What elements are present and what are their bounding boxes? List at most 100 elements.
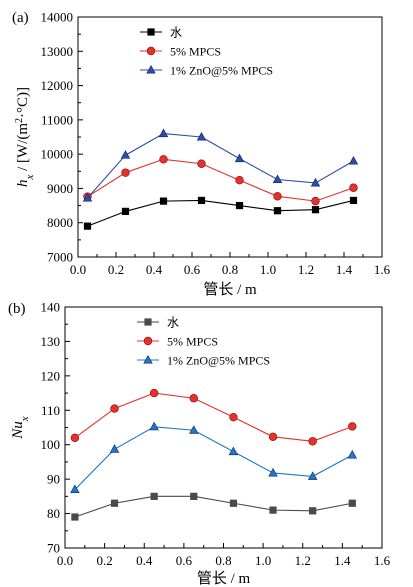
- legend-label: 1% ZnO@5% MPCS: [167, 354, 270, 368]
- data-point: [121, 207, 130, 216]
- data-point: [82, 193, 93, 202]
- data-point: [349, 183, 358, 192]
- x-tick-label: 0.2: [97, 553, 113, 568]
- x-tick-label: 1.6: [374, 553, 391, 568]
- x-tick-label: 1.0: [260, 262, 276, 277]
- y-tick-label: 14000: [41, 10, 74, 25]
- y-axis-title: hx / [W/(m2·°C)]: [14, 87, 37, 187]
- legend-label: 水: [170, 26, 182, 40]
- data-point: [197, 159, 206, 168]
- data-point: [189, 425, 199, 434]
- y-tick-label: 90: [47, 472, 60, 487]
- legend-label: 5% MPCS: [170, 45, 221, 59]
- x-tick-label: 0.4: [136, 553, 153, 568]
- data-point: [229, 499, 238, 507]
- x-axis-title: 管长 / m: [203, 281, 257, 298]
- x-tick-label: 0.4: [146, 262, 163, 277]
- data-point: [235, 201, 244, 210]
- legend-label: 5% MPCS: [167, 335, 218, 349]
- chart-panel-b: 0.0 0.2 0.4 0.6 0.8 1.0 1.2 1.4 1.6 70 80 90 100 110 1…: [8, 300, 391, 587]
- data-point: [268, 432, 278, 441]
- y-axis-title-unit: / [W/(m: [15, 123, 31, 175]
- series-line: [74, 495, 353, 518]
- data-point: [71, 513, 79, 521]
- data-point: [229, 412, 238, 422]
- data-point: [349, 196, 358, 205]
- legend-marker: [147, 28, 155, 36]
- legend-label: 水: [167, 316, 179, 330]
- data-point: [269, 506, 277, 514]
- legend-marker: [143, 336, 153, 346]
- data-point: [272, 174, 283, 184]
- series-line: [87, 199, 354, 227]
- data-point: [309, 507, 317, 515]
- chart-panel-a: 0.0 0.2 0.4 0.6 0.8 1.0 1.2 1.4 1.6 7000 8000 9000 1…: [12, 10, 391, 299]
- plot-frame: [64, 306, 383, 549]
- data-point: [234, 153, 245, 163]
- data-point: [149, 421, 159, 431]
- data-point: [189, 394, 198, 403]
- x-axis-title: 管长 / m: [197, 570, 251, 587]
- data-point: [83, 222, 92, 230]
- data-point: [120, 150, 131, 159]
- series-line: [74, 392, 353, 442]
- panel-label: (a): [12, 10, 29, 26]
- y-tick-label: 10000: [41, 147, 74, 162]
- x-tick-label: 1.6: [374, 262, 391, 277]
- data-point: [348, 422, 357, 431]
- x-tick-label: 1.2: [298, 262, 314, 277]
- data-point: [235, 176, 244, 185]
- y-axis-title-variable: Nu: [10, 421, 26, 440]
- data-point: [308, 437, 317, 446]
- series-line: [87, 158, 354, 202]
- y-tick-label: 9000: [47, 181, 73, 196]
- y-tick-label: 100: [41, 437, 61, 452]
- x-tick-label: 0.2: [108, 262, 124, 277]
- data-point: [159, 197, 168, 205]
- y-tick-label: 70: [47, 541, 60, 556]
- data-point: [149, 388, 159, 398]
- x-tick-label: 0.6: [184, 262, 201, 277]
- data-point: [150, 492, 158, 500]
- data-point: [196, 131, 207, 141]
- legend-marker: [146, 46, 156, 56]
- y-tick-label: 110: [41, 403, 60, 418]
- y-axis-title-unit-tail: ·°C)]: [15, 87, 31, 118]
- data-point: [273, 207, 282, 215]
- data-point: [190, 492, 198, 500]
- y-tick-label: 130: [41, 334, 61, 349]
- y-tick-label: 7000: [47, 250, 73, 265]
- x-tick-label: 1.0: [255, 553, 271, 568]
- x-tick-label: 0.0: [70, 262, 86, 277]
- data-point: [70, 484, 80, 493]
- series-line: [74, 426, 353, 490]
- data-point: [347, 450, 357, 459]
- data-point: [197, 196, 206, 205]
- x-tick-label: 0.0: [57, 553, 73, 568]
- x-tick-label: 1.4: [336, 262, 353, 277]
- data-point: [110, 404, 119, 413]
- y-axis-title-superscript: 2: [14, 118, 25, 123]
- data-point: [311, 196, 320, 206]
- data-point: [307, 471, 318, 480]
- legend-marker: [146, 64, 156, 74]
- data-point: [159, 155, 168, 164]
- y-tick-label: 140: [41, 300, 61, 315]
- y-tick-label: 13000: [41, 44, 74, 59]
- y-axis-title-subscript: x: [24, 175, 36, 181]
- legend-marker: [143, 354, 153, 364]
- x-tick-label: 0.6: [176, 553, 193, 568]
- panel-label: (b): [8, 301, 26, 317]
- data-point: [310, 177, 321, 187]
- data-point: [273, 192, 282, 201]
- data-point: [311, 206, 320, 214]
- y-tick-label: 8000: [47, 215, 73, 230]
- y-axis-title-variable: h: [15, 180, 31, 188]
- y-axis-title-subscript: x: [19, 416, 31, 422]
- series-line: [87, 133, 354, 199]
- y-tick-label: 11000: [41, 112, 73, 127]
- data-point: [228, 446, 239, 456]
- x-tick-label: 0.8: [215, 553, 231, 568]
- y-tick-label: 12000: [41, 78, 74, 93]
